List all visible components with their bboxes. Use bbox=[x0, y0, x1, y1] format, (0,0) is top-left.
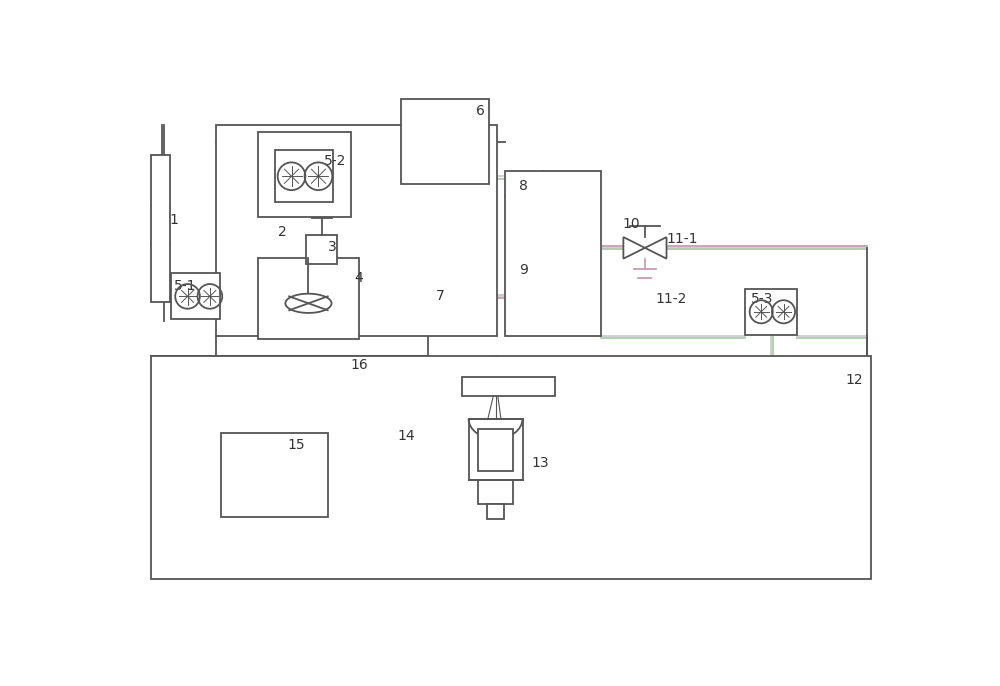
Text: 10: 10 bbox=[623, 217, 640, 231]
Bar bbox=[221, 433, 328, 517]
Bar bbox=[151, 156, 170, 302]
Bar bbox=[462, 377, 555, 397]
Text: 16: 16 bbox=[351, 358, 369, 372]
Bar bbox=[216, 125, 497, 336]
Bar bbox=[306, 235, 337, 264]
Polygon shape bbox=[623, 237, 645, 259]
Bar bbox=[258, 258, 358, 339]
Bar bbox=[745, 289, 797, 335]
Text: 5-2: 5-2 bbox=[324, 154, 346, 168]
Bar bbox=[258, 132, 351, 217]
Bar bbox=[478, 429, 513, 471]
Text: 7: 7 bbox=[436, 289, 444, 303]
Text: 11-1: 11-1 bbox=[666, 233, 698, 246]
Bar bbox=[401, 99, 489, 184]
Text: 8: 8 bbox=[519, 178, 528, 193]
Text: 1: 1 bbox=[170, 213, 179, 227]
Polygon shape bbox=[645, 237, 666, 259]
Bar bbox=[171, 273, 220, 320]
Ellipse shape bbox=[285, 294, 332, 313]
Text: 4: 4 bbox=[355, 271, 363, 285]
Text: 3: 3 bbox=[328, 240, 336, 255]
Text: 12: 12 bbox=[846, 373, 864, 388]
Bar bbox=[478, 480, 513, 504]
Text: 14: 14 bbox=[397, 429, 415, 443]
Bar bbox=[275, 150, 333, 202]
Text: 11-2: 11-2 bbox=[655, 292, 686, 306]
Text: 13: 13 bbox=[532, 456, 549, 470]
Text: 9: 9 bbox=[519, 263, 528, 277]
Text: 15: 15 bbox=[288, 438, 305, 452]
Text: 6: 6 bbox=[476, 104, 485, 118]
Text: 2: 2 bbox=[278, 225, 286, 239]
Bar bbox=[151, 355, 871, 579]
Text: 5-1: 5-1 bbox=[174, 279, 196, 293]
Bar bbox=[487, 504, 504, 519]
Text: 5-3: 5-3 bbox=[751, 292, 774, 306]
Bar bbox=[469, 419, 523, 480]
Bar bbox=[505, 171, 601, 336]
